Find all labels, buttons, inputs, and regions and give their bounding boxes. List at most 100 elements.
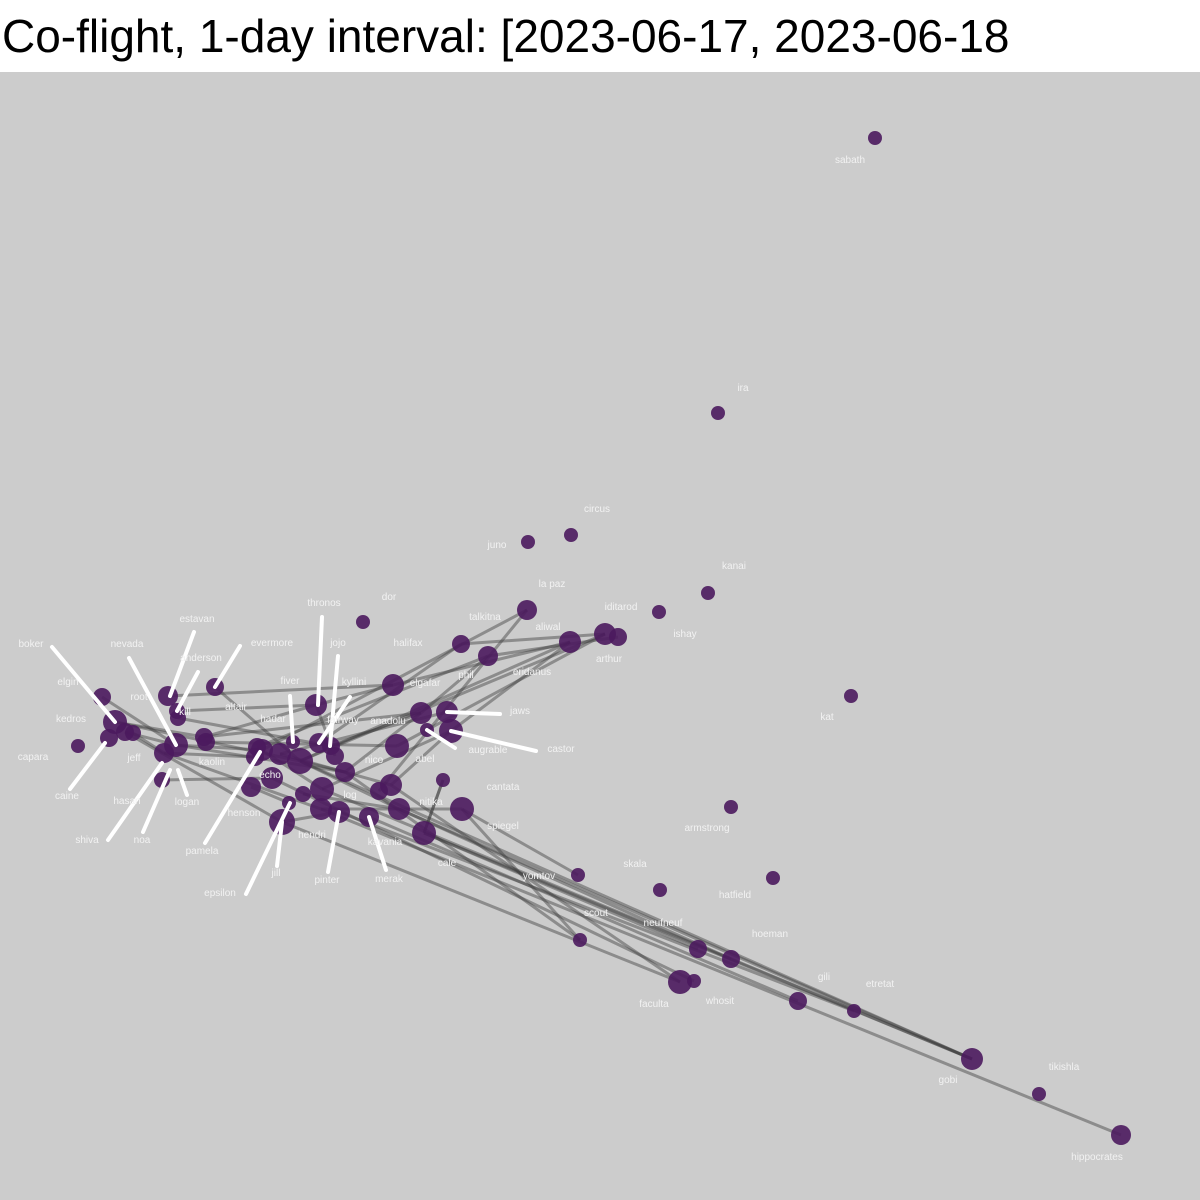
node-label-altair: altair [225,702,247,713]
edge-38 [390,783,681,984]
leader-line-11 [425,728,457,750]
node-jill [295,786,311,802]
node-fairway [326,747,344,765]
edge-36 [461,807,579,877]
node-label-kyllini: kyllini [342,677,366,688]
edge-11 [205,740,398,748]
edge-57 [203,703,317,739]
node-label-neufneuf: neufneuf [644,918,683,929]
node-iditarod [652,605,666,619]
node-label-nico: nico [365,755,384,766]
node-henson [287,748,313,774]
node-label-halifax: halifax [394,638,423,649]
node-label-scout: scout [584,908,608,919]
node-label-kavania: kavania [368,837,403,848]
node-label-tikishla: tikishla [1049,1062,1080,1073]
node-label-jill: jill [271,868,281,879]
edge-27 [377,609,529,792]
node-label-evermore: evermore [251,638,294,649]
node-kanai [701,586,715,600]
node-label-phil: phil [458,670,474,681]
node-label-gobi: gobi [939,1075,958,1086]
node-label-arthur: arthur [596,654,623,665]
node-label-fiver: fiver [281,676,301,687]
node-label-faculta: faculta [639,999,669,1010]
edge-13 [256,654,489,749]
node-label-hasan: hasan [113,796,140,807]
node-neufneuf [689,940,707,958]
leader-line-4 [213,644,242,689]
node-label-hoeman: hoeman [752,929,788,940]
node-root [125,725,141,741]
edges-layer [101,608,1122,1137]
leader-line-13 [106,761,164,842]
node-shiva [261,767,283,789]
node-sabath [868,131,882,145]
node-label-abel: abel [416,754,435,765]
chart-title: Co-flight, 1-day interval: [2023-06-17, … [2,10,1010,62]
leader-line-14 [141,768,172,834]
node-label-yomtov: yomtov [523,871,555,882]
leader-line-9 [445,710,502,716]
node-label-merak: merak [375,874,404,885]
node-nico [335,762,355,782]
node-hippocrates [1111,1125,1131,1145]
leader-line-16 [203,750,262,845]
leader-line-0 [50,645,117,724]
node-label-la-paz: la paz [539,579,566,590]
node-label-hendri: hendri [298,830,326,841]
edge-46 [175,743,263,752]
node-talkitna [452,635,470,653]
nodes-layer [71,131,1131,1145]
leader-line-1 [127,656,178,747]
node-gobi [961,1048,983,1070]
edge-61 [299,759,400,811]
leader-lines-layer [50,615,538,896]
leader-line-19 [326,810,341,874]
node-label-capara: capara [18,752,49,763]
node-label-eridanus: eridanus [513,667,551,678]
node-label-armstrong: armstrong [684,823,729,834]
leader-line-3 [175,670,200,713]
node-label-castor: castor [547,744,575,755]
node-hatfield [766,871,780,885]
node-label-hatfield: hatfield [719,890,751,901]
edge-5 [176,703,317,713]
node-label-elgin: elgin [57,677,78,688]
edge-10 [203,711,422,739]
edge-4 [167,683,394,698]
node-label-kat: kat [820,712,834,723]
edge-55 [420,654,489,715]
node-label-kaolin: kaolin [199,757,225,768]
node-label-hadar: hadar [260,714,286,725]
edge-32 [338,810,855,1013]
node-noa [241,777,261,797]
edge-41 [398,807,973,1061]
edge-16 [299,640,571,763]
node-cale [412,821,436,845]
node-hoeman [722,950,740,968]
node-tikishla [1032,1087,1046,1101]
node-label-iditarod: iditarod [605,602,638,613]
edge-21 [329,711,422,748]
node-label-elgafar: elgafar [410,678,441,689]
node-label-dor: dor [382,592,397,603]
node-label-logan: logan [175,797,199,808]
node-label-cantata: cantata [487,782,520,793]
node-ira [711,406,725,420]
edge-31 [320,807,1122,1137]
edge-35 [423,831,699,951]
node-label-cale: cale [438,858,457,869]
node-label-henson: henson [228,808,261,819]
node-label-augrable: augrable [469,745,508,756]
node-label-ishay: ishay [673,629,696,640]
node-label-noa: noa [134,835,151,846]
node-anadolu [385,734,409,758]
leader-line-18 [275,820,284,868]
node-dor [356,615,370,629]
node-abel [436,773,450,787]
node-juno [521,535,535,549]
leader-line-17 [244,801,292,896]
node-circus [564,528,578,542]
edge-20 [315,683,394,707]
